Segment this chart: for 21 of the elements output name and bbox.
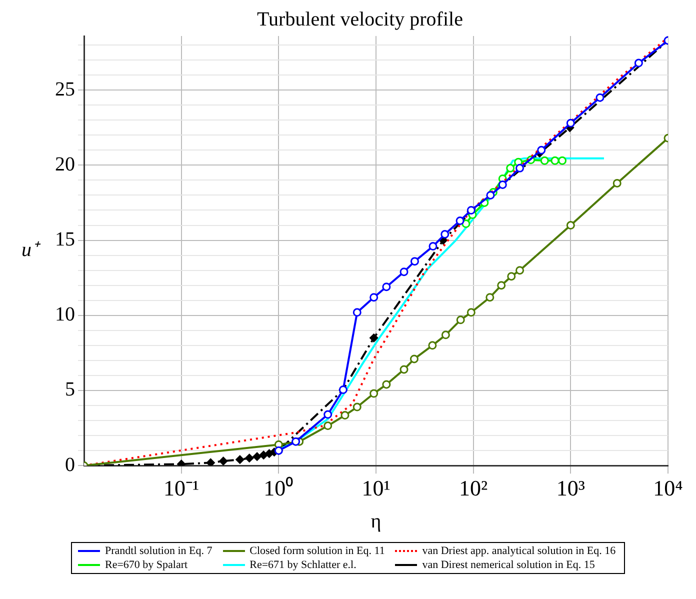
y-tick-label: 0 <box>65 454 75 476</box>
y-tick-label: 20 <box>55 153 75 176</box>
y-tick-label: 10 <box>55 304 75 326</box>
x-axis-title: η <box>370 510 382 532</box>
x-tick-label: 10¹ <box>362 476 390 501</box>
legend-label: Prandtl solution in Eq. 7 <box>105 545 212 557</box>
x-tick-label: 10⁻¹ <box>164 476 200 501</box>
legend-label: van Direst nemerical solution in Eq. 15 <box>422 559 595 571</box>
legend-label: Re=671 by Schlatter e.l. <box>250 559 356 571</box>
chart-title: Turbulent velocity profile <box>257 8 464 30</box>
x-tick-label: 10² <box>459 476 488 501</box>
x-tick-label: 10³ <box>556 476 586 501</box>
x-tick-label: 10⁴ <box>653 476 684 501</box>
y-tick-label: 25 <box>55 78 75 100</box>
legend-label: Closed form solution in Eq. 11 <box>250 545 385 557</box>
y-tick-label: 5 <box>65 378 75 401</box>
legend-label: Re=670 by Spalart <box>105 559 188 571</box>
x-tick-label: 10⁰ <box>264 476 294 501</box>
legend-label: van Driest app. analytical solution in Eq. 16 <box>422 545 616 557</box>
y-tick-label: 15 <box>55 228 75 251</box>
y-axis-title: u⁺ <box>22 239 42 262</box>
